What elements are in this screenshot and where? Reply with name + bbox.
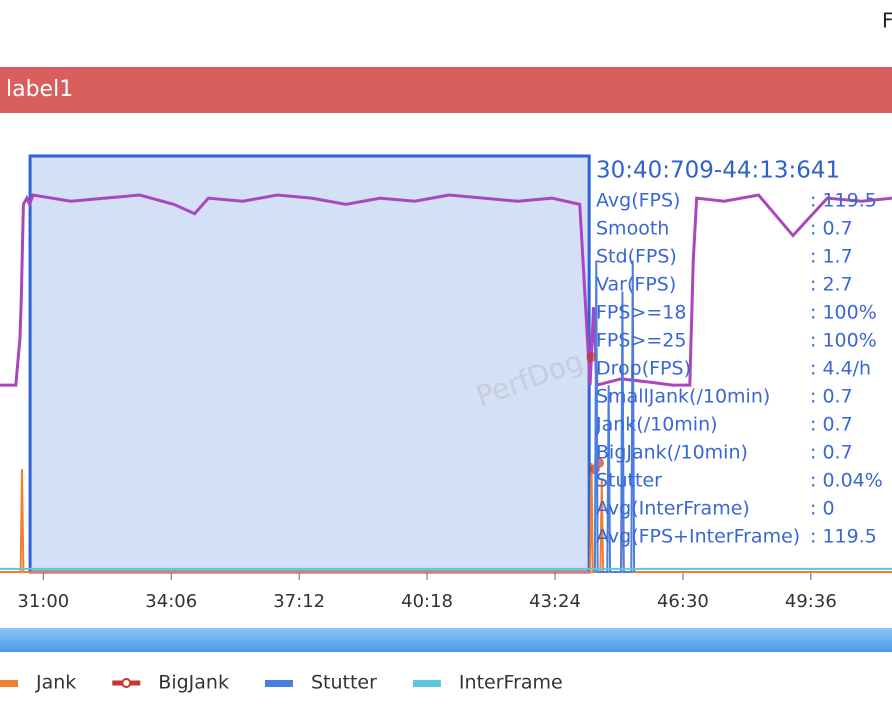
stat-value: : 119.5	[810, 526, 877, 548]
stat-label: Stutter	[596, 470, 662, 492]
series-dot	[586, 352, 597, 363]
series-line	[0, 193, 892, 387]
legend-label[interactable]: InterFrame	[459, 672, 563, 694]
stat-label: Std(FPS)	[596, 246, 677, 268]
label-bar[interactable]	[0, 67, 892, 113]
selection-range: 30:40:709-44:13:641	[596, 158, 840, 184]
time-scrollbar[interactable]	[0, 628, 892, 652]
stat-value: : 0.7	[810, 386, 853, 408]
stat-label: Avg(FPS)	[596, 190, 680, 212]
stat-value: : 119.5	[810, 190, 877, 212]
stat-label: Jank(/10min)	[595, 414, 718, 436]
series-line	[593, 260, 636, 573]
stat-label: FPS>=25	[596, 330, 686, 352]
selection-box	[28, 154, 591, 574]
stat-label: SmallJank(/10min)	[596, 386, 770, 408]
stat-value: : 100%	[810, 302, 877, 324]
legend-swatch-dot	[121, 678, 132, 688]
legend-swatch	[0, 680, 18, 687]
stat-value: : 0.7	[810, 218, 853, 240]
label-bar-text[interactable]: label1	[6, 77, 73, 102]
stat-label: Avg(FPS+InterFrame)	[596, 526, 800, 548]
legend-swatch	[412, 680, 441, 687]
legend-label[interactable]: Jank	[35, 672, 76, 694]
legend-label[interactable]: Stutter	[311, 672, 377, 694]
stat-value: : 0.7	[810, 442, 853, 464]
stat-value: : 1.7	[810, 246, 853, 268]
x-tick-label: 43:24	[529, 591, 581, 612]
x-tick-label: 31:00	[17, 591, 69, 612]
stat-label: Avg(InterFrame)	[596, 498, 750, 520]
x-tick-label: 46:30	[657, 591, 709, 612]
stat-value: : 100%	[810, 330, 877, 352]
stat-value: : 0.04%	[810, 470, 883, 492]
stat-value: : 0	[810, 498, 835, 520]
stat-label: Smooth	[596, 218, 669, 240]
stat-value: : 2.7	[810, 274, 853, 296]
stat-value: : 4.4/h	[810, 358, 871, 380]
legend-label[interactable]: BigJank	[158, 672, 229, 694]
stat-label: BigJank(/10min)	[596, 442, 748, 464]
window-title-fragment: F	[882, 9, 892, 33]
stat-label: FPS>=18	[596, 302, 686, 324]
x-tick-label: 40:18	[401, 591, 453, 612]
plot-area: 31:00 34:06 37:12 40:18 43:24 46:30 49:36 30:40…	[0, 154, 892, 612]
x-tick-label: 34:06	[145, 591, 197, 612]
legend-swatch	[264, 680, 293, 687]
stat-value: : 0.7	[810, 414, 853, 436]
x-tick-label: 37:12	[273, 591, 325, 612]
stat-label: Drop(FPS)	[596, 358, 691, 380]
stat-label: Var(FPS)	[596, 274, 676, 296]
x-tick-label: 49:36	[785, 591, 837, 612]
